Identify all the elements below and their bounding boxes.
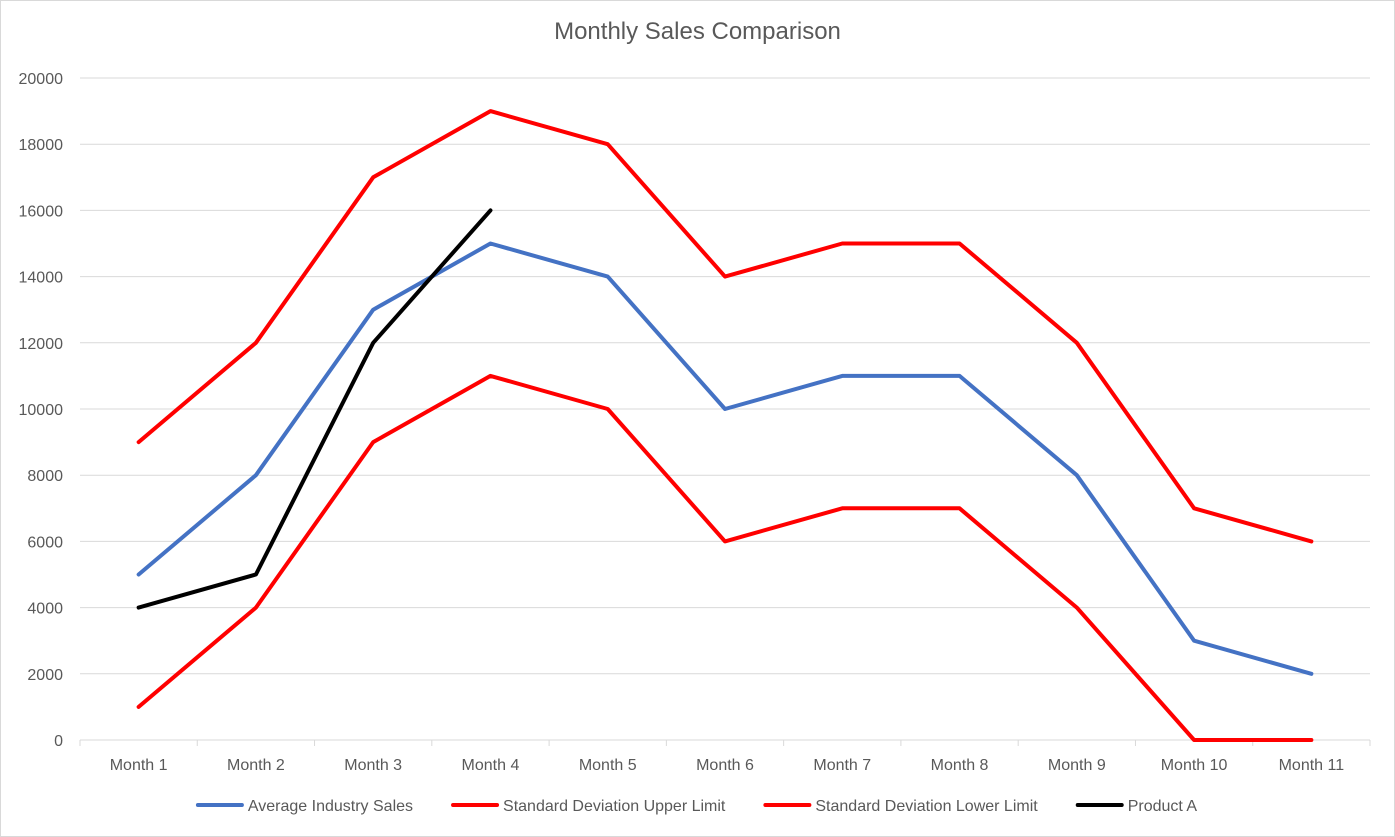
x-tick-label: Month 1 <box>110 757 168 774</box>
legend-label: Product A <box>1128 798 1198 815</box>
y-tick-label-20000: 20000 <box>19 71 64 88</box>
y-tick-label-0: 0 <box>54 733 63 750</box>
x-tick-label: Month 5 <box>579 757 637 774</box>
y-tick-label-12000: 12000 <box>19 336 64 353</box>
y-tick-label-14000: 14000 <box>19 270 64 287</box>
y-tick-label-16000: 16000 <box>19 203 64 220</box>
chart-title: Monthly Sales Comparison <box>554 18 841 45</box>
legend-label: Standard Deviation Upper Limit <box>503 798 726 815</box>
x-tick-label: Month 3 <box>344 757 402 774</box>
series-line-product-a <box>136 208 493 610</box>
y-tick-label-10000: 10000 <box>19 402 64 419</box>
y-tick-label-4000: 4000 <box>27 601 63 618</box>
x-tick-label: Month 2 <box>227 757 285 774</box>
x-tick-label: Month 10 <box>1161 757 1228 774</box>
x-tick-label: Month 9 <box>1048 757 1106 774</box>
legend-label: Standard Deviation Lower Limit <box>815 798 1038 815</box>
y-tick-label-6000: 6000 <box>27 534 63 551</box>
y-tick-label-2000: 2000 <box>27 667 63 684</box>
y-tick-label-8000: 8000 <box>27 468 63 485</box>
legend-label: Average Industry Sales <box>248 798 413 815</box>
y-tick-label-18000: 18000 <box>19 137 64 154</box>
x-tick-label: Month 4 <box>462 757 520 774</box>
x-tick-label: Month 11 <box>1279 757 1345 774</box>
series-line-average-industry-sales <box>136 241 1314 676</box>
x-tick-label: Month 6 <box>696 757 754 774</box>
x-tick-label: Month 8 <box>931 757 989 774</box>
series-line-standard-deviation-upper-limit <box>136 109 1314 544</box>
series-line-standard-deviation-lower-limit <box>136 373 1314 742</box>
x-tick-label: Month 7 <box>813 757 871 774</box>
